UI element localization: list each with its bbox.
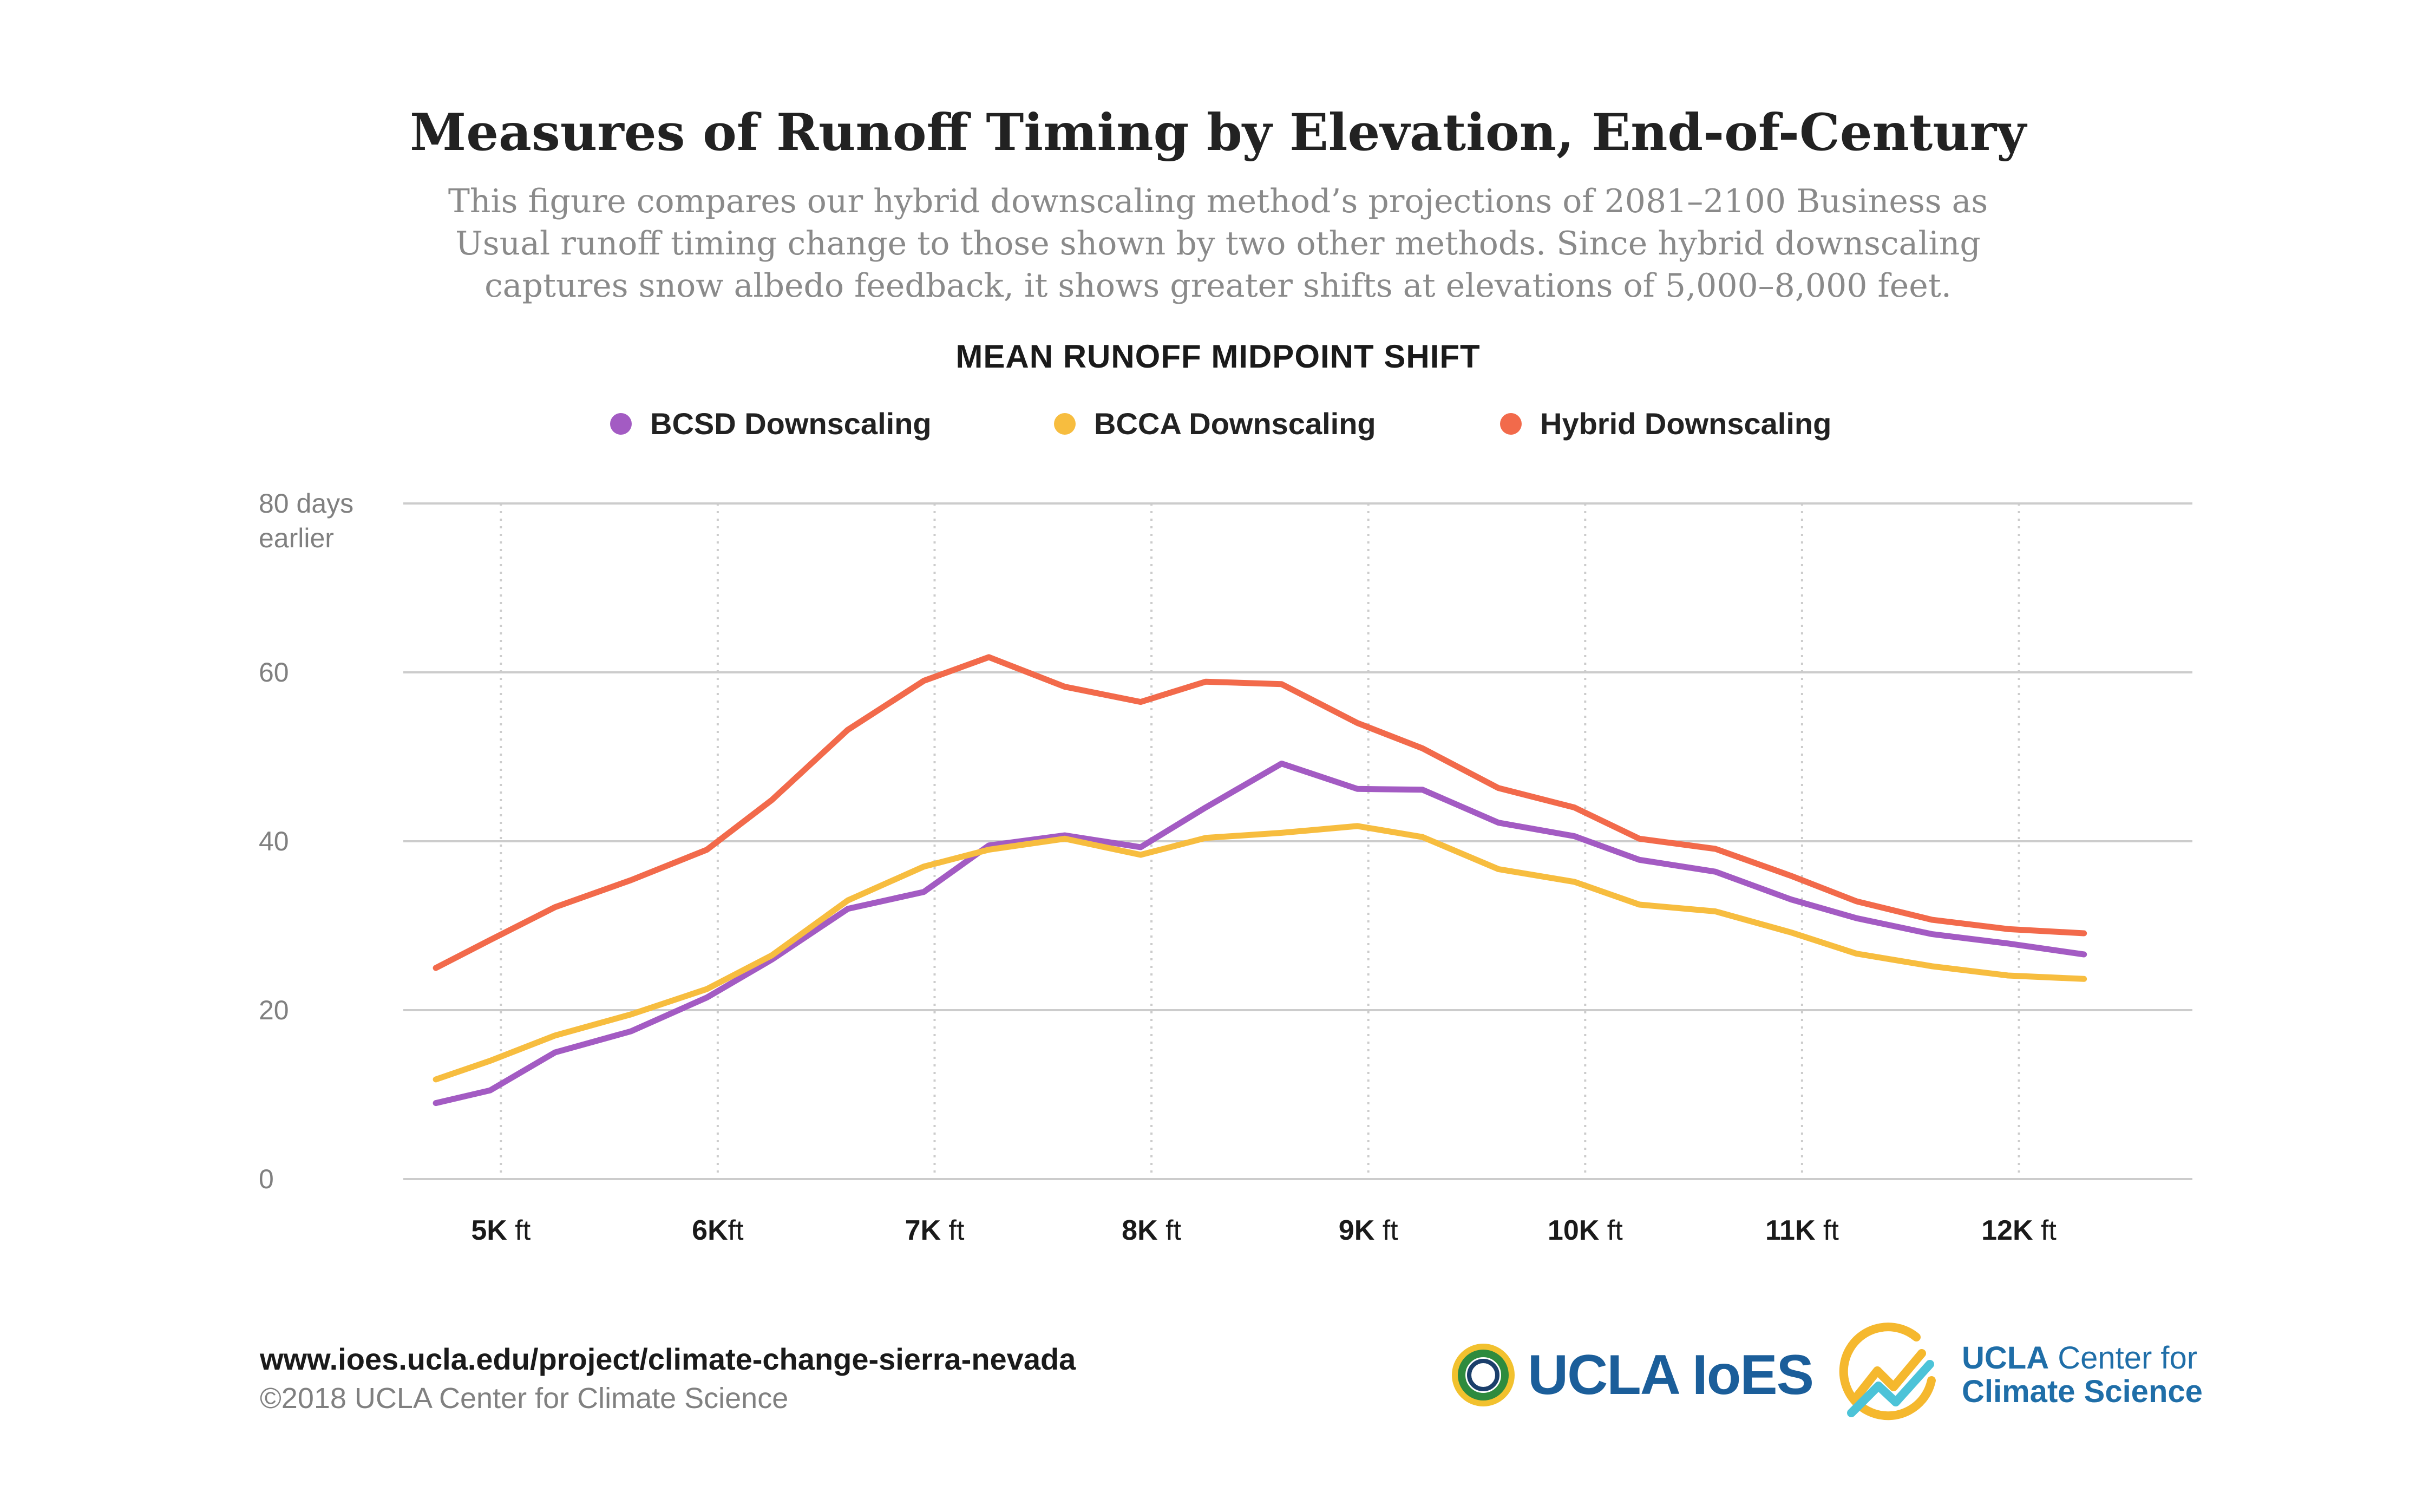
x-tick-label: 10K ft: [1548, 1215, 1623, 1246]
hybrid-series-line: [433, 654, 2087, 971]
ccs-logo-text: UCLA Center for Climate Science: [1962, 1341, 2203, 1409]
chart-subheading: MEAN RUNOFF MIDPOINT SHIFT: [955, 338, 1481, 375]
y-tick-label: 0: [259, 1164, 274, 1194]
ioes-logo-text: UCLA IoES: [1528, 1343, 1814, 1406]
footer-url[interactable]: www.ioes.ucla.edu/project/climate-change…: [260, 1342, 1076, 1376]
legend-item-hybrid: Hybrid Downscaling: [1500, 406, 1831, 441]
x-tick-label: 11K ft: [1765, 1215, 1839, 1246]
legend-label-bcsd: BCSD Downscaling: [650, 407, 932, 441]
line-chart: 0 20 40 60 80 days earlier 5K ft 6Kft 7K ft 8K ft…: [259, 488, 2192, 1246]
legend-dot-hybrid: [1500, 413, 1522, 435]
y-tick-label: earlier: [259, 523, 334, 553]
y-tick-label: 60: [259, 657, 289, 688]
x-tick-label: 7K ft: [905, 1215, 965, 1246]
climate-science-logo-icon: [1839, 1323, 1936, 1421]
bcsd-series-line: [433, 761, 2087, 1107]
subtitle-line-3: captures snow albedo feedback, it shows …: [484, 267, 1952, 305]
subtitle-line-2: Usual runoff timing change to those show…: [455, 225, 1981, 263]
subtitle-line-1: This figure compares our hybrid downscal…: [448, 182, 1988, 220]
ioes-ring-icon: [1452, 1344, 1515, 1406]
ccs-logo-climate-science: Climate Science: [1962, 1374, 2203, 1409]
legend-dot-bcca: [1054, 413, 1076, 435]
legend-label-bcca: BCCA Downscaling: [1094, 407, 1376, 441]
legend-item-bcsd: BCSD Downscaling: [610, 406, 932, 441]
x-tick-label: 8K ft: [1122, 1215, 1181, 1246]
y-tick-label: 40: [259, 826, 289, 856]
y-tick-label: 80 days: [259, 488, 353, 519]
x-tick-label: 5K ft: [471, 1215, 531, 1246]
ucla-ccs-logo: UCLA Center for Climate Science: [1835, 1321, 2203, 1429]
bcca-series-line: [433, 823, 2087, 1083]
ccs-logo-ucla: UCLA: [1962, 1340, 2049, 1376]
ucla-ioes-logo: UCLA IoES: [1451, 1343, 1814, 1408]
x-tick-label: 9K ft: [1339, 1215, 1398, 1246]
y-tick-label: 20: [259, 995, 289, 1025]
chart-title: Measures of Runoff Timing by Elevation, …: [410, 103, 2026, 162]
legend-dot-bcsd: [610, 413, 632, 435]
legend-label-hybrid: Hybrid Downscaling: [1540, 407, 1832, 441]
ccs-logo-center-for: Center for: [2049, 1340, 2198, 1376]
x-tick-label: 12K ft: [1981, 1215, 2057, 1246]
footer-copyright: ©2018 UCLA Center for Climate Science: [260, 1382, 789, 1415]
legend-item-bcca: BCCA Downscaling: [1054, 406, 1376, 441]
x-tick-label: 6Kft: [692, 1215, 744, 1246]
